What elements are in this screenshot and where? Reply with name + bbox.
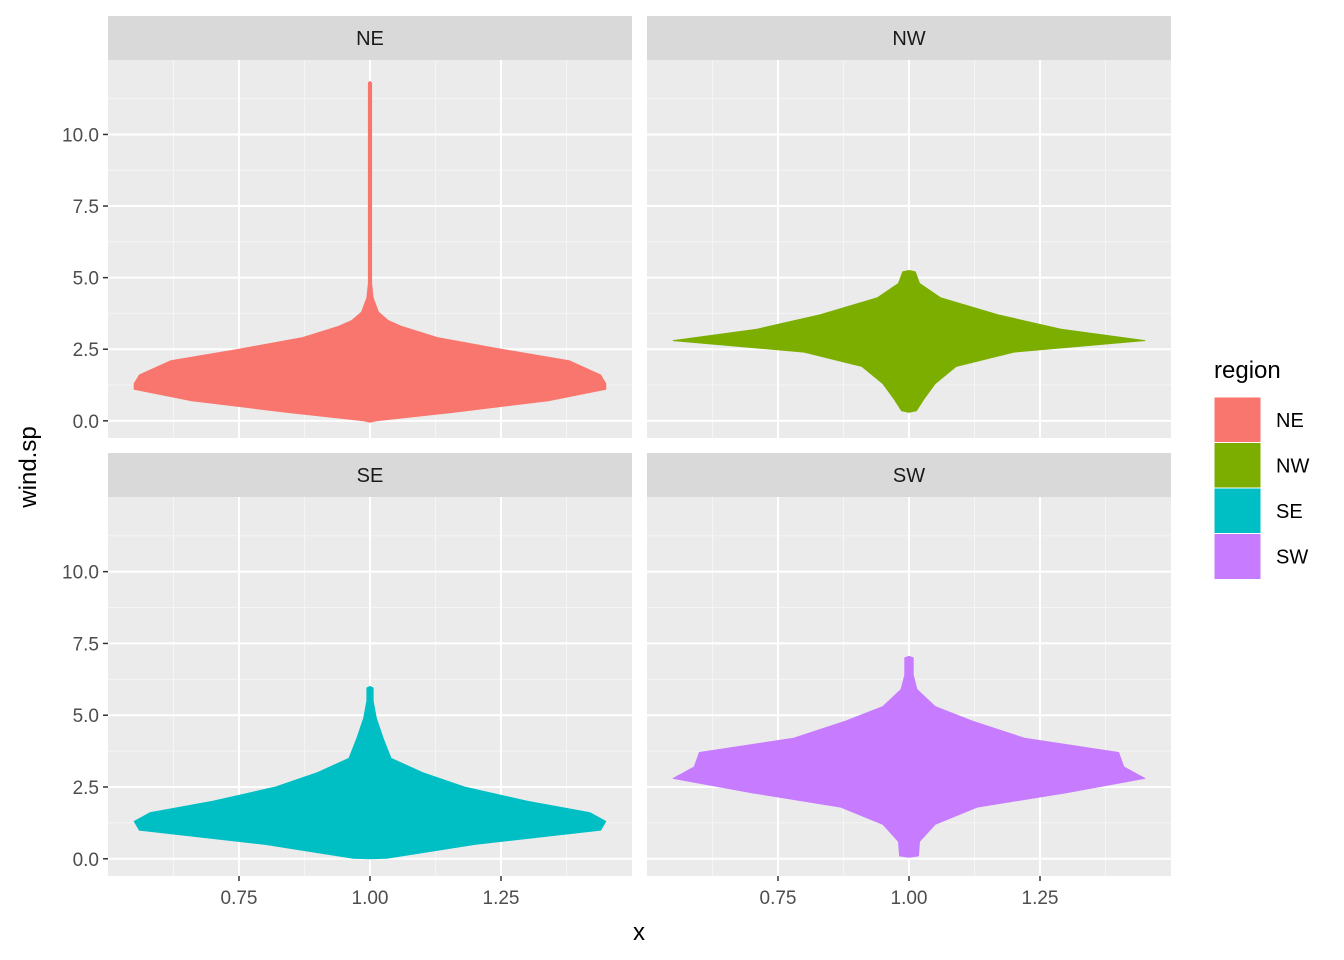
y-tick-label: 7.5 xyxy=(73,634,99,655)
violin-sw xyxy=(672,655,1146,858)
x-tick-label: 1.00 xyxy=(352,888,389,909)
y-tick-label: 5.0 xyxy=(73,269,99,290)
legend-swatch-se xyxy=(1213,487,1262,535)
x-tick-label: 0.75 xyxy=(221,888,258,909)
violin-nw xyxy=(672,270,1146,413)
legend-label-nw: NW xyxy=(1276,456,1309,478)
y-tick-label: 2.5 xyxy=(73,778,99,799)
panel-nw: NW xyxy=(647,16,1171,438)
facet-panels: NE NW SE SW xyxy=(108,16,1171,876)
strip-label: NW xyxy=(892,28,925,50)
legend-swatch-ne xyxy=(1213,396,1262,444)
strip-label: SW xyxy=(893,465,925,487)
x-tick-label: 1.25 xyxy=(1022,888,1059,909)
legend-label-ne: NE xyxy=(1276,410,1304,432)
panel-se: SE xyxy=(108,453,632,876)
y-tick-label: 5.0 xyxy=(73,706,99,727)
panel-ne: NE xyxy=(108,16,632,438)
y-tick-label: 10.0 xyxy=(62,563,99,584)
x-tick-label: 1.25 xyxy=(483,888,520,909)
violin-ne xyxy=(133,81,607,423)
strip-background xyxy=(647,16,1171,60)
legend-swatch-sw xyxy=(1213,533,1262,580)
legend: region NE NW SE SW xyxy=(1213,357,1309,580)
legend-title: region xyxy=(1214,357,1281,384)
panel-sw: SW xyxy=(647,453,1171,876)
strip-background xyxy=(108,16,632,60)
strip-background xyxy=(108,453,632,497)
legend-label-se: SE xyxy=(1276,501,1303,523)
x-tick-label: 1.00 xyxy=(891,888,928,909)
legend-label-sw: SW xyxy=(1276,547,1308,569)
strip-background xyxy=(647,453,1171,497)
strip-label: NE xyxy=(356,28,384,50)
y-tick-label: 0.0 xyxy=(73,412,99,433)
y-tick-label: 10.0 xyxy=(62,125,99,146)
x-tick-label: 0.75 xyxy=(760,888,797,909)
y-tick-label: 2.5 xyxy=(73,340,99,361)
violin-se xyxy=(133,686,607,860)
x-axis-title: x xyxy=(633,919,645,946)
y-tick-label: 0.0 xyxy=(73,850,99,871)
strip-label: SE xyxy=(357,465,384,487)
y-axis-title: wind.sp xyxy=(15,426,42,508)
legend-swatch-nw xyxy=(1213,442,1262,489)
y-tick-label: 7.5 xyxy=(73,197,99,218)
axes: 0.0 2.5 5.0 7.5 10.0 0.0 2.5 5.0 7.5 10.0 0.75 1.00… xyxy=(62,125,1058,909)
